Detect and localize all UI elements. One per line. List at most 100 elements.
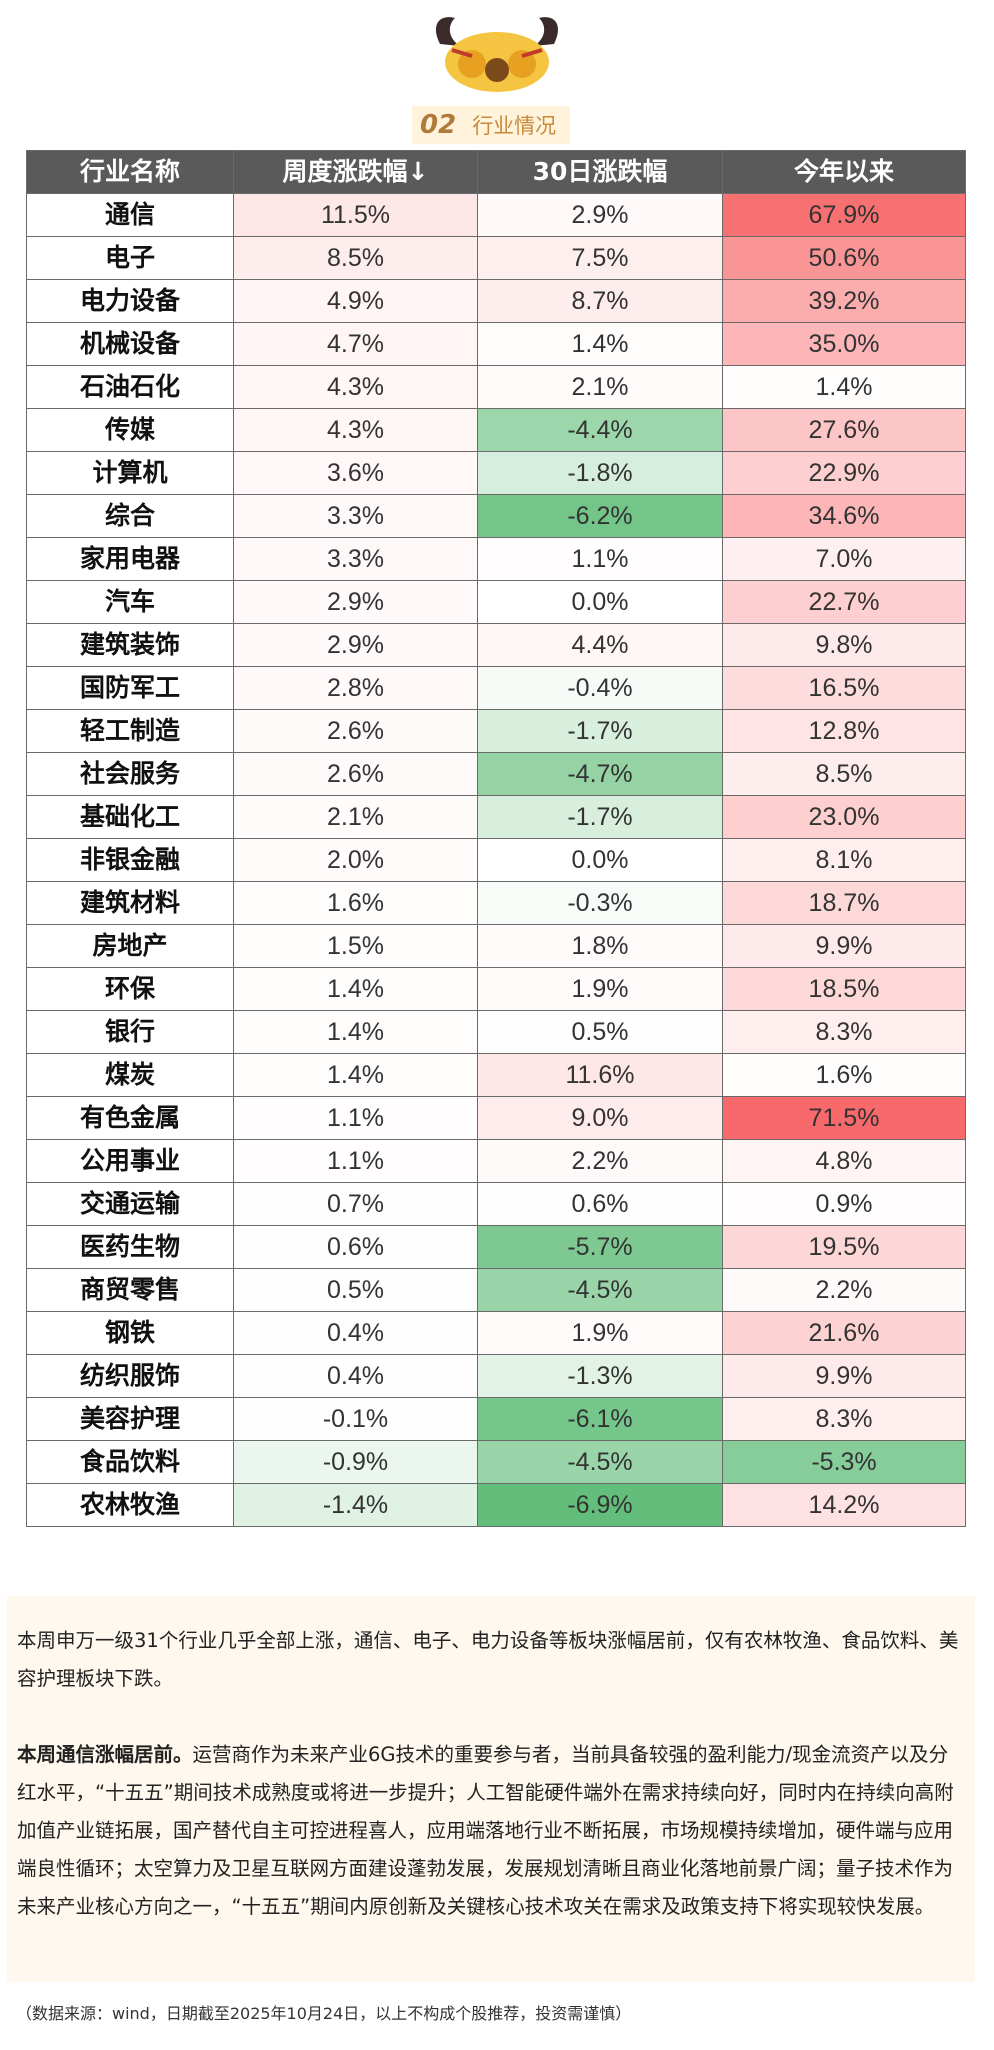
industry-name: 传媒 xyxy=(26,408,234,452)
value-cell: -1.4% xyxy=(233,1483,478,1527)
summary-paragraph: 本周通信涨幅居前。运营商作为未来产业6G技术的重要参与者，当前具备较强的盈利能力… xyxy=(17,1736,965,1926)
value-cell: 4.4% xyxy=(477,623,723,667)
value-cell: 71.5% xyxy=(722,1096,966,1140)
value-cell: 2.0% xyxy=(233,838,478,882)
value-cell: 8.1% xyxy=(722,838,966,882)
industry-name: 机械设备 xyxy=(26,322,234,366)
table-row: 农林牧渔 -1.4% -6.9% 14.2% xyxy=(26,1483,966,1527)
column-header: 30日涨跌幅 xyxy=(477,150,723,194)
table-row: 轻工制造 2.6% -1.7% 12.8% xyxy=(26,709,966,753)
table-row: 建筑装饰 2.9% 4.4% 9.8% xyxy=(26,623,966,667)
summary-lead: 本周通信涨幅居前。 xyxy=(17,1743,193,1766)
value-cell: 14.2% xyxy=(722,1483,966,1527)
table-row: 电子 8.5% 7.5% 50.6% xyxy=(26,236,966,280)
value-cell: 1.1% xyxy=(233,1139,478,1183)
value-cell: 4.3% xyxy=(233,408,478,452)
value-cell: -4.5% xyxy=(477,1268,723,1312)
value-cell: -1.7% xyxy=(477,795,723,839)
value-cell: 9.9% xyxy=(722,1354,966,1398)
value-cell: 35.0% xyxy=(722,322,966,366)
value-cell: 0.7% xyxy=(233,1182,478,1226)
value-cell: -6.9% xyxy=(477,1483,723,1527)
value-cell: 0.5% xyxy=(233,1268,478,1312)
column-header: 今年以来 xyxy=(722,150,966,194)
industry-name: 医药生物 xyxy=(26,1225,234,1269)
value-cell: 1.4% xyxy=(477,322,723,366)
industry-name: 环保 xyxy=(26,967,234,1011)
table-row: 煤炭 1.4% 11.6% 1.6% xyxy=(26,1053,966,1097)
industry-name: 商贸零售 xyxy=(26,1268,234,1312)
industry-name: 石油石化 xyxy=(26,365,234,409)
value-cell: 7.5% xyxy=(477,236,723,280)
table-row: 交通运输 0.7% 0.6% 0.9% xyxy=(26,1182,966,1226)
value-cell: 4.7% xyxy=(233,322,478,366)
value-cell: 1.1% xyxy=(477,537,723,581)
section-header: 02 行业情况 xyxy=(0,14,994,144)
value-cell: 50.6% xyxy=(722,236,966,280)
table-row: 石油石化 4.3% 2.1% 1.4% xyxy=(26,365,966,409)
table-row: 通信 11.5% 2.9% 67.9% xyxy=(26,193,966,237)
industry-name: 电子 xyxy=(26,236,234,280)
table-row: 银行 1.4% 0.5% 8.3% xyxy=(26,1010,966,1054)
table-row: 美容护理 -0.1% -6.1% 8.3% xyxy=(26,1397,966,1441)
value-cell: 8.3% xyxy=(722,1010,966,1054)
value-cell: 2.9% xyxy=(233,623,478,667)
value-cell: 0.4% xyxy=(233,1354,478,1398)
industry-name: 轻工制造 xyxy=(26,709,234,753)
industry-name: 通信 xyxy=(26,193,234,237)
column-header: 行业名称 xyxy=(26,150,234,194)
value-cell: 1.8% xyxy=(477,924,723,968)
value-cell: -1.8% xyxy=(477,451,723,495)
industry-name: 社会服务 xyxy=(26,752,234,796)
industry-name: 汽车 xyxy=(26,580,234,624)
value-cell: 0.0% xyxy=(477,838,723,882)
value-cell: 8.3% xyxy=(722,1397,966,1441)
industry-name: 美容护理 xyxy=(26,1397,234,1441)
value-cell: 1.6% xyxy=(233,881,478,925)
value-cell: 11.6% xyxy=(477,1053,723,1097)
mascot-icon xyxy=(435,17,559,92)
table-body: 通信 11.5% 2.9% 67.9% 电子 8.5% 7.5% 50.6% 电力设备 4.9% 8… xyxy=(26,193,966,1527)
table-row: 社会服务 2.6% -4.7% 8.5% xyxy=(26,752,966,796)
value-cell: 9.9% xyxy=(722,924,966,968)
value-cell: 0.5% xyxy=(477,1010,723,1054)
value-cell: 2.9% xyxy=(233,580,478,624)
table-row: 医药生物 0.6% -5.7% 19.5% xyxy=(26,1225,966,1269)
value-cell: 18.5% xyxy=(722,967,966,1011)
table-row: 钢铁 0.4% 1.9% 21.6% xyxy=(26,1311,966,1355)
value-cell: -4.5% xyxy=(477,1440,723,1484)
value-cell: -0.9% xyxy=(233,1440,478,1484)
industry-name: 公用事业 xyxy=(26,1139,234,1183)
industry-name: 交通运输 xyxy=(26,1182,234,1226)
value-cell: 34.6% xyxy=(722,494,966,538)
value-cell: 19.5% xyxy=(722,1225,966,1269)
value-cell: -6.1% xyxy=(477,1397,723,1441)
value-cell: 2.2% xyxy=(722,1268,966,1312)
summary-paragraph: 本周申万一级31个行业几乎全部上涨，通信、电子、电力设备等板块涨幅居前，仅有农林… xyxy=(17,1629,959,1690)
value-cell: -0.4% xyxy=(477,666,723,710)
table-row: 家用电器 3.3% 1.1% 7.0% xyxy=(26,537,966,581)
table-row: 传媒 4.3% -4.4% 27.6% xyxy=(26,408,966,452)
value-cell: 9.0% xyxy=(477,1096,723,1140)
value-cell: 0.4% xyxy=(233,1311,478,1355)
summary-box: 本周申万一级31个行业几乎全部上涨，通信、电子、电力设备等板块涨幅居前，仅有农林… xyxy=(7,1596,975,1982)
industry-name: 银行 xyxy=(26,1010,234,1054)
section-title: 行业情况 xyxy=(472,114,557,138)
value-cell: -1.3% xyxy=(477,1354,723,1398)
value-cell: -0.3% xyxy=(477,881,723,925)
table-row: 汽车 2.9% 0.0% 22.7% xyxy=(26,580,966,624)
industry-name: 计算机 xyxy=(26,451,234,495)
value-cell: 4.3% xyxy=(233,365,478,409)
value-cell: 8.5% xyxy=(233,236,478,280)
value-cell: -0.1% xyxy=(233,1397,478,1441)
industry-name: 建筑装饰 xyxy=(26,623,234,667)
section-badge: 02 行业情况 xyxy=(412,106,571,144)
value-cell: 18.7% xyxy=(722,881,966,925)
value-cell: 11.5% xyxy=(233,193,478,237)
industry-name: 电力设备 xyxy=(26,279,234,323)
value-cell: 1.9% xyxy=(477,1311,723,1355)
column-header: 周度涨跌幅↓ xyxy=(233,150,478,194)
table-row: 国防军工 2.8% -0.4% 16.5% xyxy=(26,666,966,710)
industry-table: 行业名称 周度涨跌幅↓ 30日涨跌幅 今年以来 通信 11.5% 2.9% 67.9% 电子 8… xyxy=(26,150,966,1527)
value-cell: -6.2% xyxy=(477,494,723,538)
